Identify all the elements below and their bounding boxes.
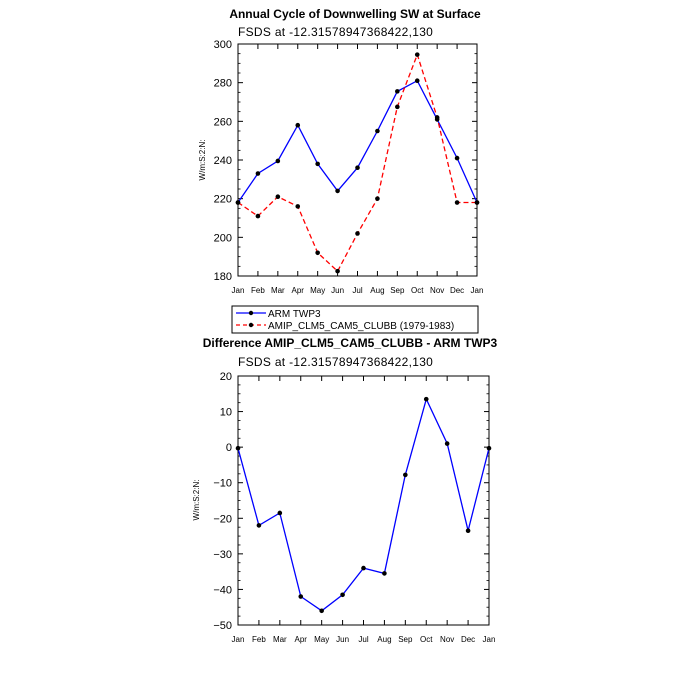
data-point [423,396,429,402]
annual-cycle-chart: Annual Cycle of Downwelling SW at Surfac… [198,7,484,334]
x-tick-label: Jan [232,286,245,295]
x-tick-label: Oct [411,286,424,295]
x-tick-label: Sep [398,635,413,644]
y-tick-label: 280 [214,78,232,90]
data-point [454,155,460,161]
data-point [361,565,366,571]
data-point [355,165,360,171]
x-tick-label: Mar [271,286,285,295]
data-point [403,472,408,478]
data-point [395,89,400,94]
data-point [375,196,380,201]
data-point [295,122,301,128]
data-point [275,194,281,200]
legend-marker-model [248,322,254,328]
data-point [256,523,262,528]
data-point [275,158,281,164]
x-tick-label: Dec [450,286,464,295]
y-tick-label: −50 [213,620,232,632]
x-tick-label: Sep [390,286,405,295]
y-tick-label: 20 [220,371,232,383]
chart-1-y-axis-label: W/m:S:2:N: [198,140,207,181]
data-point [295,204,301,209]
data-point [340,592,345,598]
legend-label-obs: ARM TWP3 [268,309,321,320]
y-tick-label: −20 [213,513,232,525]
y-tick-label: 180 [214,271,232,283]
data-point [474,200,480,205]
y-tick-label: 300 [214,39,232,51]
x-tick-label: Mar [273,635,287,644]
x-tick-label: Jan [483,635,496,644]
x-tick-label: Jun [336,635,349,644]
chart-2-subtitle: FSDS at -12.31578947368422,130 [238,355,433,369]
x-tick-label: Oct [420,635,433,644]
data-point [414,78,420,84]
data-point [319,608,324,614]
y-tick-label: 0 [226,442,232,454]
x-tick-label: May [310,286,325,295]
y-tick-label: 220 [214,194,232,206]
chart-2-plot-frame [237,375,490,626]
x-tick-label: Apr [295,635,308,644]
y-tick-label: 260 [214,116,232,128]
data-point [277,510,283,516]
data-point [298,594,304,599]
y-tick-label: 10 [220,407,232,419]
data-point [255,213,261,219]
x-tick-label: Aug [370,286,384,295]
data-point [355,231,360,236]
y-tick-label: −40 [213,584,232,596]
x-tick-label: Apr [292,286,305,295]
x-tick-label: Nov [430,286,444,295]
data-point [395,104,400,110]
series-line-obs [237,397,490,612]
chart-1-legend: ARM TWP3 AMIP_CLM5_CAM5_CLUBB (1979-1983… [231,305,479,334]
legend-label-model: AMIP_CLM5_CAM5_CLUBB (1979-1983) [268,321,454,332]
y-tick-label: 200 [214,232,232,244]
data-point [382,571,387,576]
x-tick-label: Feb [252,635,266,644]
y-tick-label: −10 [213,478,232,490]
x-tick-label: Feb [251,286,265,295]
data-point [434,115,440,120]
chart-2-title: Difference AMIP_CLM5_CAM5_CLUBB - ARM TW… [203,336,498,350]
series-line-obs [237,79,478,203]
chart-1-subtitle: FSDS at -12.31578947368422,130 [238,25,433,39]
data-point [444,441,450,446]
chart-2-y-axis-label: W/m:S:2:N: [192,480,201,521]
data-point [335,188,340,194]
data-point [235,445,241,451]
data-point [454,200,460,205]
x-tick-label: Jan [232,635,245,644]
x-tick-label: Nov [440,635,454,644]
data-point [315,161,320,167]
y-tick-label: −30 [213,549,232,561]
legend-box [231,305,479,334]
x-tick-label: Dec [461,635,475,644]
data-point [486,445,492,451]
data-point [414,52,420,57]
data-point [335,268,340,274]
data-point [255,171,261,176]
data-point [375,128,380,134]
x-tick-label: Jul [358,635,368,644]
data-point [465,528,471,534]
x-tick-label: Jul [352,286,362,295]
data-point [235,200,241,205]
data-point [315,250,320,256]
difference-chart: Difference AMIP_CLM5_CAM5_CLUBB - ARM TW… [192,336,498,644]
legend-marker-obs [248,310,254,316]
chart-1-title: Annual Cycle of Downwelling SW at Surfac… [229,7,481,21]
chart-1-plot-frame [237,43,478,277]
x-tick-label: Jun [331,286,344,295]
x-tick-label: Aug [377,635,391,644]
x-tick-label: Jan [471,286,484,295]
y-tick-label: 240 [214,155,232,167]
x-tick-label: May [314,635,329,644]
